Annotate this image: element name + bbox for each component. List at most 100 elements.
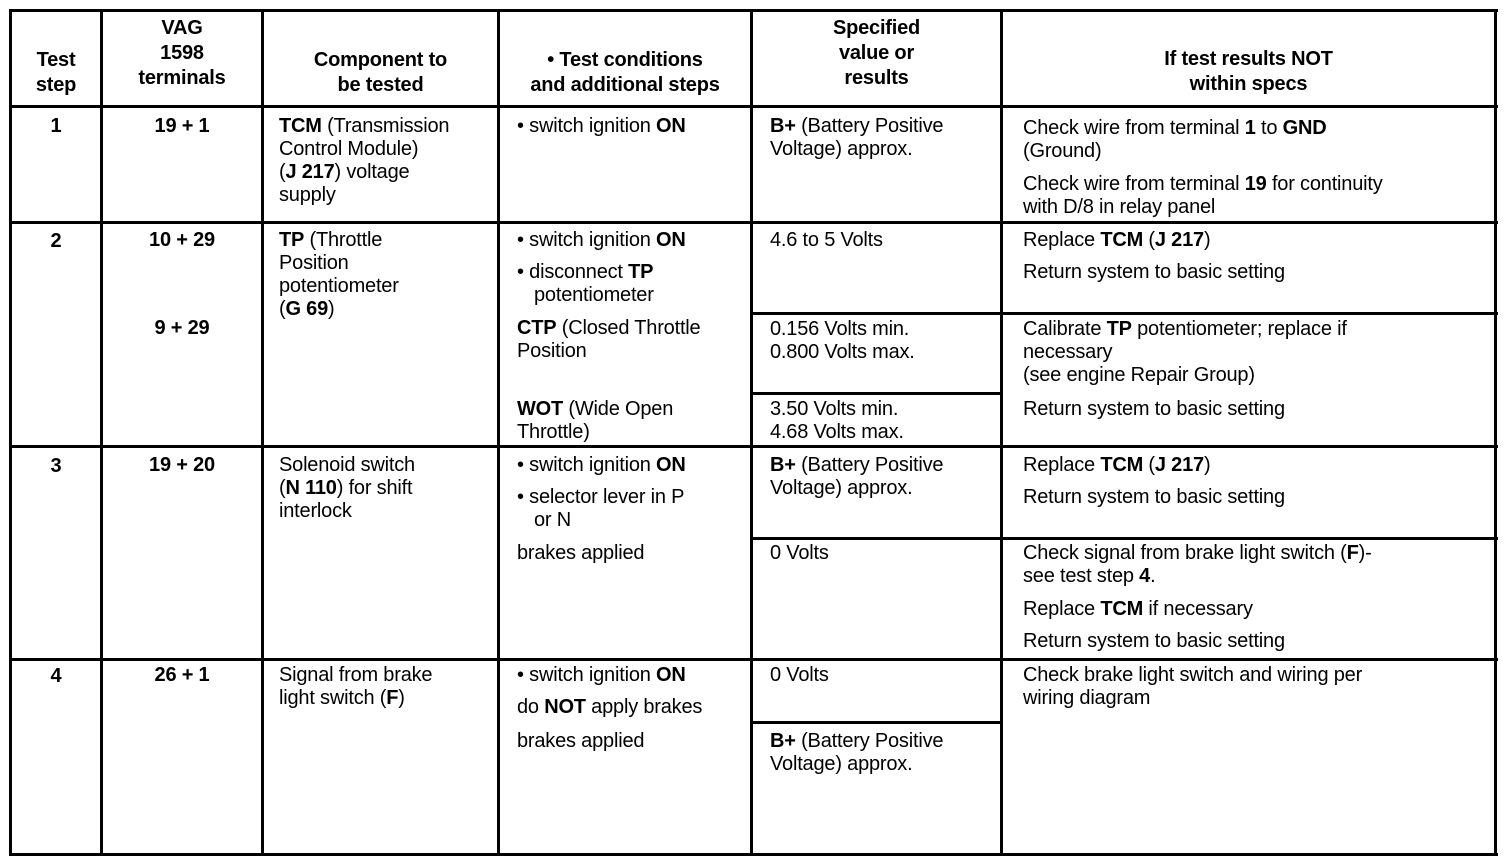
text-line: 0.800 Volts max. bbox=[770, 341, 915, 363]
row-3-specified: B+ (Battery Positive Voltage) approx. bbox=[770, 454, 943, 500]
text-line: WOT (Wide Open bbox=[517, 398, 674, 420]
text-line: with D/8 in relay panel bbox=[1023, 196, 1216, 218]
text-line: • Test conditions bbox=[547, 49, 703, 71]
text-line: 0 Volts bbox=[770, 664, 829, 686]
text-line: supply bbox=[279, 184, 336, 206]
row-2-remedy: Return system to basic setting bbox=[1023, 398, 1285, 421]
text-line: Return system to basic setting bbox=[1023, 630, 1285, 652]
header-component: Component to be tested bbox=[264, 48, 497, 98]
row-1-remedy: Check wire from terminal 19 for continui… bbox=[1023, 173, 1383, 219]
row-4-conditions: do NOT apply brakes bbox=[517, 696, 702, 719]
text-line: B+ (Battery Positive bbox=[770, 115, 944, 137]
text-line: within specs bbox=[1189, 73, 1308, 95]
text-line: Return system to basic setting bbox=[1023, 486, 1285, 508]
text-line: Check signal from brake light switch (F)… bbox=[1023, 542, 1372, 564]
row-4-terminals: 26 + 1 bbox=[103, 664, 261, 687]
row-3-remedy: Check signal from brake light switch (F)… bbox=[1023, 542, 1372, 588]
text-line: • switch ignition ON bbox=[517, 115, 686, 137]
text-line: 4.68 Volts max. bbox=[770, 421, 904, 443]
row-2-specified: 0.156 Volts min. 0.800 Volts max. bbox=[770, 318, 915, 364]
text-line: do NOT apply brakes bbox=[517, 696, 703, 718]
row-2-conditions: WOT (Wide Open Throttle) bbox=[517, 398, 673, 444]
row-2-specified: 4.6 to 5 Volts bbox=[770, 229, 883, 252]
header-test-conditions: • Test conditions and additional steps bbox=[500, 48, 750, 98]
row-1-specified: B+ (Battery Positive Voltage) approx. bbox=[770, 115, 943, 161]
row-3-remedy: Return system to basic setting bbox=[1023, 630, 1285, 653]
text-line: • switch ignition ON bbox=[517, 454, 686, 476]
text-line: potentiometer bbox=[534, 284, 654, 306]
text-line: or N bbox=[534, 509, 571, 531]
header-test-step: Test step bbox=[12, 48, 100, 98]
text-line: 0.156 Volts min. bbox=[770, 318, 910, 340]
text-line: results bbox=[844, 67, 909, 89]
table-border-left bbox=[9, 9, 12, 856]
text-line: (G 69) bbox=[279, 298, 335, 320]
row-3-step: 3 bbox=[12, 455, 100, 478]
sub-divider bbox=[752, 537, 1498, 540]
header-vag-terminals: VAG 1598 terminals bbox=[103, 16, 261, 91]
text-line: TP (Throttle bbox=[279, 229, 383, 251]
text-line: 3 bbox=[50, 455, 62, 477]
text-line: 1598 bbox=[160, 42, 204, 64]
table-border-bottom bbox=[10, 853, 1498, 856]
text-line: 4.6 to 5 Volts bbox=[770, 229, 883, 251]
row-2-specified: 3.50 Volts min. 4.68 Volts max. bbox=[770, 398, 904, 444]
text-line: Signal from brake bbox=[279, 664, 433, 686]
row-1-remedy: Check wire from terminal 1 to GND (Ground… bbox=[1023, 117, 1327, 163]
text-line: interlock bbox=[279, 500, 352, 522]
text-line: necessary bbox=[1023, 341, 1113, 363]
text-line: 9 + 29 bbox=[154, 317, 210, 339]
row-3-remedy: Replace TCM if necessary bbox=[1023, 598, 1253, 621]
table-border-top bbox=[10, 9, 1498, 12]
text-line: (see engine Repair Group) bbox=[1023, 364, 1255, 386]
column-divider bbox=[497, 9, 500, 856]
text-line: 4 bbox=[50, 665, 62, 687]
row-4-remedy: Check brake light switch and wiring per w… bbox=[1023, 664, 1362, 710]
row-1-step: 1 bbox=[12, 115, 100, 138]
row-2-conditions: • switch ignition ON bbox=[517, 229, 686, 252]
row-4-conditions: • switch ignition ON bbox=[517, 664, 686, 687]
text-line: VAG bbox=[161, 17, 203, 39]
text-line: Control Module) bbox=[279, 138, 419, 160]
text-line: Voltage) approx. bbox=[770, 477, 913, 499]
row-4-component: Signal from brake light switch (F) bbox=[279, 664, 433, 710]
text-line: (Ground) bbox=[1023, 140, 1102, 162]
text-line: Throttle) bbox=[517, 421, 590, 443]
text-line: • selector lever in P bbox=[517, 486, 685, 508]
text-line: Replace TCM (J 217) bbox=[1023, 229, 1211, 251]
text-line: 10 + 29 bbox=[149, 229, 215, 251]
text-line: • disconnect TP bbox=[517, 261, 654, 283]
text-line: brakes applied bbox=[517, 542, 645, 564]
text-line: light switch (F) bbox=[279, 687, 405, 709]
text-line: Check brake light switch and wiring per bbox=[1023, 664, 1363, 686]
text-line: see test step 4. bbox=[1023, 565, 1156, 587]
text-line: 1 bbox=[50, 115, 62, 137]
row-4-step: 4 bbox=[12, 665, 100, 688]
text-line: 2 bbox=[50, 230, 62, 252]
row-4-conditions: brakes applied bbox=[517, 730, 644, 753]
text-line: Position bbox=[279, 252, 349, 274]
text-line: B+ (Battery Positive bbox=[770, 454, 944, 476]
sub-divider bbox=[752, 721, 1002, 724]
row-3-component: Solenoid switch (N 110) for shift interloc… bbox=[279, 454, 415, 523]
text-line: brakes applied bbox=[517, 730, 645, 752]
text-line: terminals bbox=[138, 67, 226, 89]
text-line: step bbox=[35, 74, 77, 96]
text-line: Check wire from terminal 1 to GND bbox=[1023, 117, 1327, 139]
text-line: 0 Volts bbox=[770, 542, 829, 564]
text-line: wiring diagram bbox=[1023, 687, 1151, 709]
text-line: Test bbox=[36, 49, 76, 71]
text-line: 19 + 20 bbox=[149, 454, 215, 476]
table-border-right bbox=[1494, 9, 1497, 856]
text-line: Voltage) approx. bbox=[770, 138, 913, 160]
text-line: (N 110) for shift bbox=[279, 477, 413, 499]
row-2-component: TP (Throttle Position potentiometer (G 69) bbox=[279, 229, 399, 321]
row-4-specified: B+ (Battery Positive Voltage) approx. bbox=[770, 730, 943, 776]
text-line: B+ (Battery Positive bbox=[770, 730, 944, 752]
text-line: (J 217) voltage bbox=[279, 161, 410, 183]
column-divider bbox=[261, 9, 264, 856]
text-line: and additional steps bbox=[530, 74, 720, 96]
text-line: Voltage) approx. bbox=[770, 753, 913, 775]
text-line: 3.50 Volts min. bbox=[770, 398, 899, 420]
row-2-conditions: • disconnect TP potentiometer bbox=[517, 261, 654, 307]
